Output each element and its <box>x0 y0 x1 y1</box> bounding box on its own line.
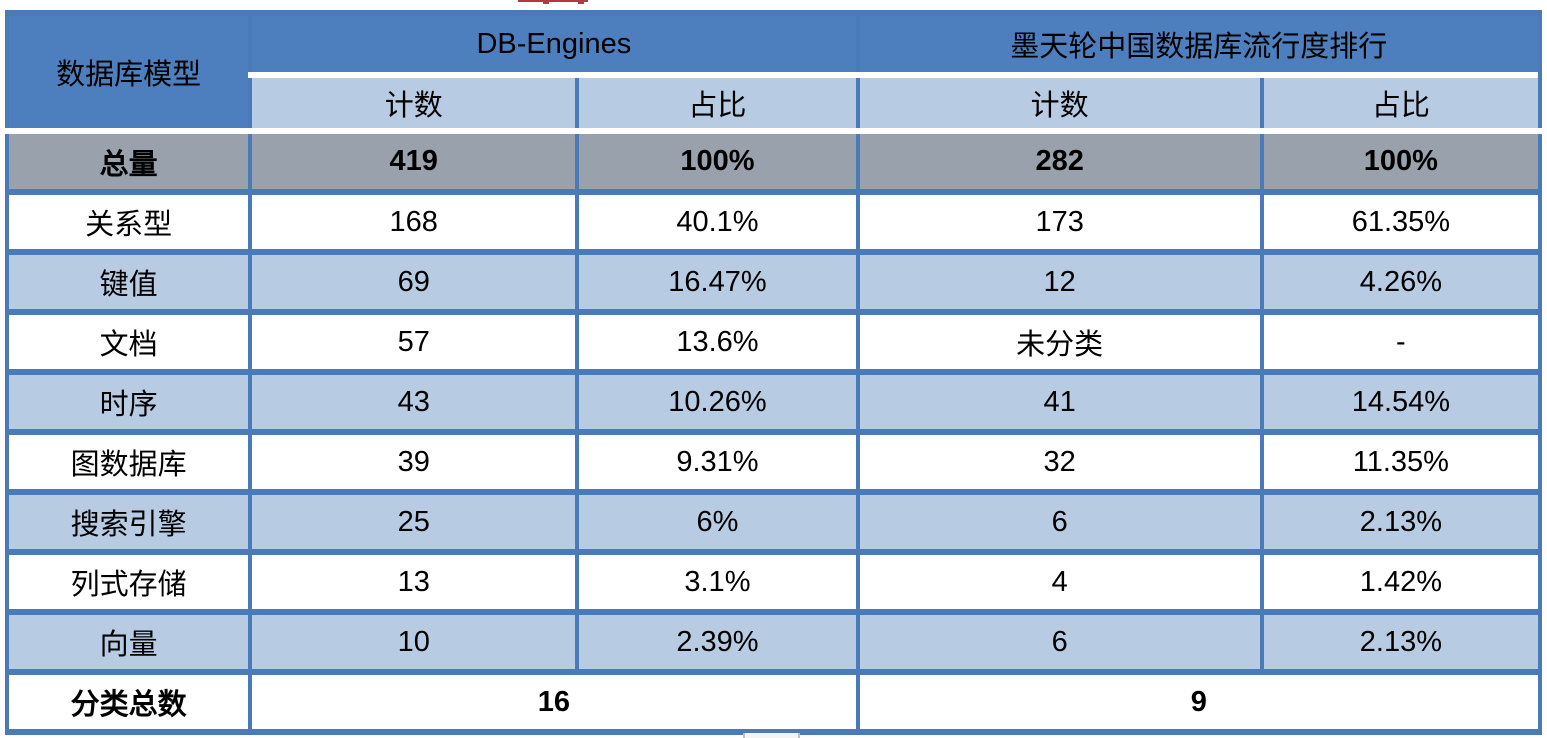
table-row: 图数据库 39 9.31% 32 11.35% <box>9 435 1538 489</box>
table-row: 关系型 168 40.1% 173 61.35% <box>9 195 1538 249</box>
group-header-db-engines: DB-Engines <box>252 16 856 72</box>
table-row: 搜索引擎 25 6% 6 2.13% <box>9 495 1538 549</box>
db-pct-cell: 2.39% <box>579 615 856 669</box>
subheader-mt-count: 计数 <box>859 78 1260 128</box>
row-label-cell: 关系型 <box>9 195 249 249</box>
subheader-db-pct: 占比 <box>579 78 856 128</box>
row-label-cell: 图数据库 <box>9 435 249 489</box>
db-category-total-cell: 16 <box>252 675 856 729</box>
table-row: 列式存储 13 3.1% 4 1.42% <box>9 555 1538 609</box>
mt-pct-cell: 2.13% <box>1263 615 1538 669</box>
database-model-comparison-table: 数据库模型 DB-Engines 墨天轮中国数据库流行度排行 计数 占比 计数 … <box>5 10 1542 735</box>
header-separator-strip <box>248 72 1538 78</box>
mt-pct-cell: 1.42% <box>1263 555 1538 609</box>
db-count-cell: 10 <box>252 615 576 669</box>
db-pct-cell: 16.47% <box>579 255 856 309</box>
cropped-red-text-fragment <box>543 0 549 4</box>
db-pct-cell: 6% <box>579 495 856 549</box>
mt-category-total-cell: 9 <box>859 675 1538 729</box>
db-count-cell: 69 <box>252 255 576 309</box>
group-header-motianlun: 墨天轮中国数据库流行度排行 <box>859 16 1538 72</box>
mt-count-cell: 未分类 <box>859 315 1260 369</box>
mt-count-cell: 32 <box>859 435 1260 489</box>
mt-count-cell: 12 <box>859 255 1260 309</box>
subheader-db-count: 计数 <box>252 78 576 128</box>
table-row: 时序 43 10.26% 41 14.54% <box>9 375 1538 429</box>
row-label-cell: 键值 <box>9 255 249 309</box>
table-row-category-totals: 分类总数 16 9 <box>9 675 1538 729</box>
mt-pct-cell: 14.54% <box>1263 375 1538 429</box>
mt-count-cell: 6 <box>859 615 1260 669</box>
mt-pct-cell: - <box>1263 315 1538 369</box>
table-row: 键值 69 16.47% 12 4.26% <box>9 255 1538 309</box>
mt-count-cell: 6 <box>859 495 1260 549</box>
corner-header-cell: 数据库模型 <box>9 16 249 128</box>
mt-count-cell: 282 <box>859 134 1260 189</box>
sub-header-row: 计数 占比 计数 占比 <box>9 78 1538 128</box>
mt-count-cell: 173 <box>859 195 1260 249</box>
db-count-cell: 168 <box>252 195 576 249</box>
cropped-red-text-fragment <box>518 0 588 2</box>
mt-pct-cell: 4.26% <box>1263 255 1538 309</box>
table-row: 文档 57 13.6% 未分类 - <box>9 315 1538 369</box>
table-row: 向量 10 2.39% 6 2.13% <box>9 615 1538 669</box>
mt-pct-cell: 2.13% <box>1263 495 1538 549</box>
row-label-cell: 向量 <box>9 615 249 669</box>
scrollbar-thumb-fragment[interactable] <box>743 733 800 738</box>
row-label-cell: 文档 <box>9 315 249 369</box>
row-label-cell: 分类总数 <box>9 675 249 729</box>
mt-pct-cell: 61.35% <box>1263 195 1538 249</box>
mt-pct-cell: 11.35% <box>1263 435 1538 489</box>
db-count-cell: 419 <box>252 134 576 189</box>
db-pct-cell: 9.31% <box>579 435 856 489</box>
db-count-cell: 57 <box>252 315 576 369</box>
db-pct-cell: 10.26% <box>579 375 856 429</box>
db-pct-cell: 3.1% <box>579 555 856 609</box>
db-count-cell: 39 <box>252 435 576 489</box>
cropped-red-text-fragment <box>578 0 584 4</box>
db-count-cell: 13 <box>252 555 576 609</box>
mt-pct-cell: 100% <box>1263 134 1538 189</box>
table-row-total: 总量 419 100% 282 100% <box>9 134 1538 189</box>
row-label-cell: 列式存储 <box>9 555 249 609</box>
db-pct-cell: 13.6% <box>579 315 856 369</box>
group-header-row: 数据库模型 DB-Engines 墨天轮中国数据库流行度排行 <box>9 16 1538 128</box>
mt-count-cell: 41 <box>859 375 1260 429</box>
db-count-cell: 25 <box>252 495 576 549</box>
db-pct-cell: 40.1% <box>579 195 856 249</box>
db-pct-cell: 100% <box>579 134 856 189</box>
subheader-mt-pct: 占比 <box>1263 78 1538 128</box>
row-label-cell: 搜索引擎 <box>9 495 249 549</box>
mt-count-cell: 4 <box>859 555 1260 609</box>
total-row-separator-strip <box>5 128 1542 134</box>
db-count-cell: 43 <box>252 375 576 429</box>
row-label-cell: 总量 <box>9 134 249 189</box>
row-label-cell: 时序 <box>9 375 249 429</box>
